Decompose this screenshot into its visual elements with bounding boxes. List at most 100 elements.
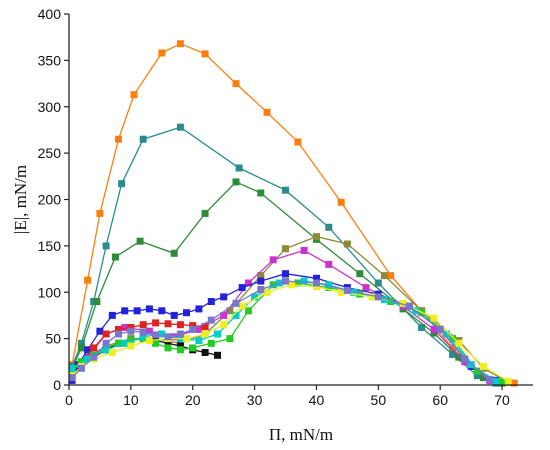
data-point	[115, 325, 122, 333]
data-point	[102, 346, 110, 354]
y-tick-label: 350	[38, 52, 62, 68]
data-point	[189, 344, 197, 352]
data-point	[235, 164, 243, 172]
data-point	[282, 245, 289, 253]
data-point	[374, 279, 382, 287]
data-point	[214, 330, 221, 338]
data-point	[102, 242, 110, 250]
data-point	[152, 319, 160, 327]
data-point	[473, 367, 481, 375]
data-point	[325, 223, 333, 231]
data-point	[449, 344, 457, 352]
data-point	[164, 339, 172, 347]
data-point	[195, 337, 203, 344]
x-tick-label: 60	[432, 392, 448, 408]
data-point	[201, 349, 209, 356]
data-point	[145, 305, 153, 313]
data-point	[313, 279, 320, 287]
data-point	[313, 283, 320, 291]
data-point	[442, 330, 450, 338]
x-axis-title: Π, mN/m	[269, 425, 333, 444]
data-point	[337, 288, 345, 296]
data-point	[127, 327, 135, 335]
data-point	[201, 50, 209, 58]
data-point	[176, 342, 184, 350]
data-point	[84, 346, 92, 354]
data-point	[201, 330, 209, 338]
data-point	[263, 108, 271, 116]
data-point	[430, 329, 438, 337]
data-point	[170, 249, 178, 257]
data-point	[418, 324, 426, 331]
data-point	[226, 335, 234, 343]
x-tick-label: 70	[494, 392, 510, 408]
data-point	[282, 270, 289, 278]
data-point	[207, 339, 215, 347]
x-axis-ticks: 0 10 20 30 40 50 60 70	[65, 385, 510, 408]
data-point	[220, 311, 228, 319]
data-point	[374, 293, 382, 301]
data-point	[133, 307, 141, 315]
data-point	[170, 311, 178, 319]
data-point	[473, 372, 481, 380]
series-3	[68, 178, 506, 387]
data-point	[455, 339, 463, 347]
data-point	[282, 186, 289, 194]
data-point	[136, 237, 144, 245]
data-point	[108, 349, 116, 356]
data-point	[325, 281, 333, 289]
data-point	[232, 80, 240, 88]
data-point	[77, 339, 85, 347]
data-point	[480, 374, 487, 382]
data-point	[145, 337, 153, 344]
data-point	[68, 368, 76, 376]
data-point	[84, 276, 92, 284]
data-point	[127, 324, 135, 331]
data-point	[430, 314, 438, 322]
data-point	[300, 247, 308, 254]
data-point	[455, 353, 463, 361]
data-point	[282, 277, 289, 285]
data-point	[201, 323, 209, 331]
data-point	[189, 325, 197, 333]
data-point	[356, 270, 364, 278]
data-point	[145, 327, 153, 335]
data-point	[232, 299, 240, 307]
data-point	[90, 344, 98, 352]
data-point	[139, 135, 147, 143]
data-point	[195, 325, 203, 333]
data-point	[251, 293, 259, 301]
data-point	[257, 272, 265, 280]
data-point	[300, 277, 308, 285]
data-point	[368, 293, 376, 301]
y-tick-label: 300	[38, 99, 62, 115]
data-point	[164, 333, 172, 341]
data-point	[480, 362, 487, 370]
data-point	[84, 355, 92, 363]
data-point	[226, 307, 234, 315]
y-tick-label: 150	[38, 238, 62, 254]
data-point	[313, 233, 320, 241]
data-point	[158, 307, 166, 315]
data-point	[294, 279, 302, 287]
data-point	[337, 198, 345, 206]
data-point	[449, 335, 457, 343]
data-point	[77, 364, 85, 372]
data-point	[102, 330, 110, 338]
data-point	[189, 322, 197, 330]
series-line	[71, 181, 503, 384]
data-point	[207, 298, 215, 305]
data-point	[176, 321, 184, 329]
data-point	[238, 284, 246, 292]
data-point	[244, 307, 252, 315]
data-point	[68, 374, 76, 382]
data-point	[492, 377, 500, 385]
data-point	[207, 316, 215, 324]
data-point	[115, 339, 122, 347]
data-point	[201, 209, 209, 217]
data-point	[139, 321, 147, 329]
data-point	[244, 279, 252, 287]
x-tick-label: 10	[123, 392, 139, 408]
y-tick-label: 200	[38, 192, 62, 208]
data-point	[313, 274, 320, 282]
